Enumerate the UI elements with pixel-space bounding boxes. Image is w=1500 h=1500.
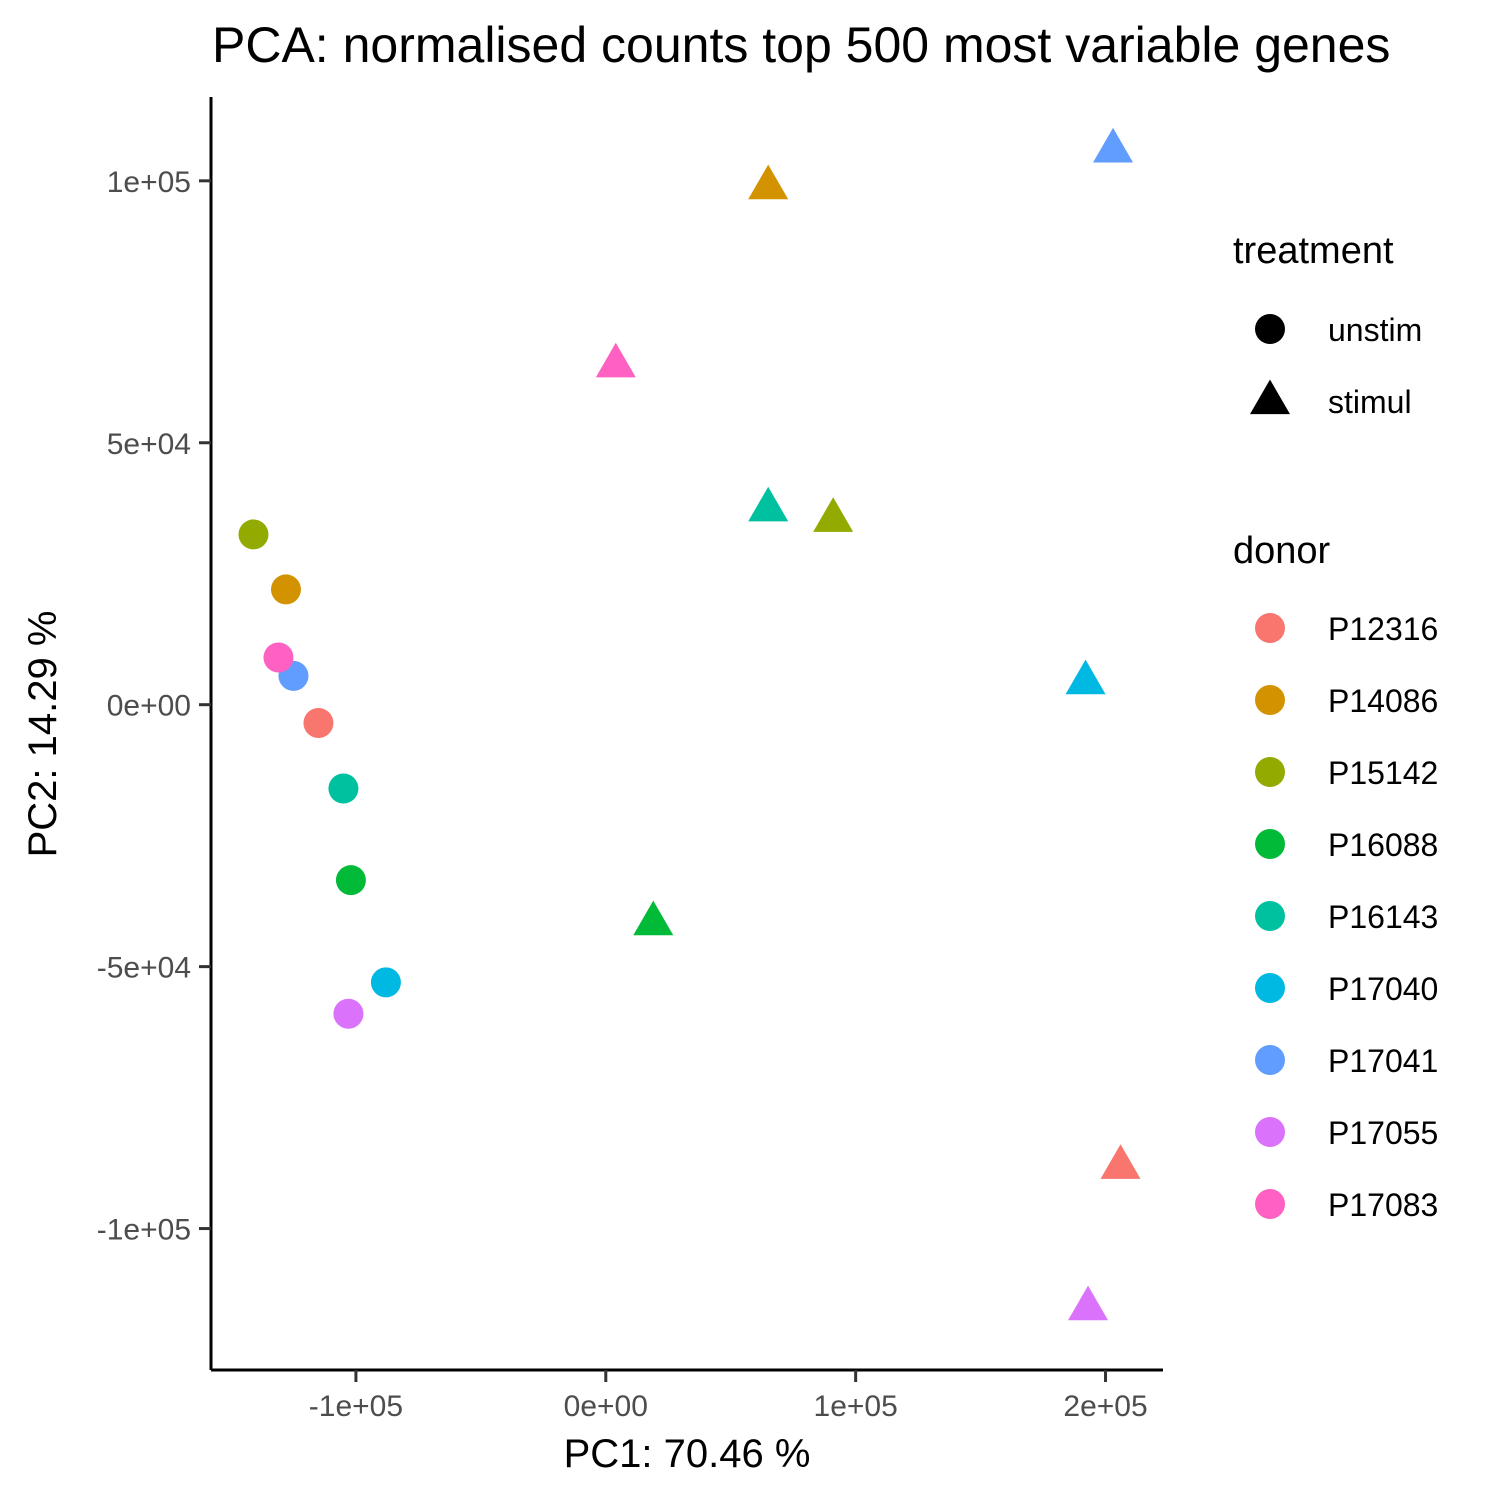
- legend-donor-entries: P12316 P14086 P15142 P16088 P16143 P17040 P170…: [1255, 611, 1438, 1223]
- legend-swatch-P17040: [1255, 973, 1285, 1003]
- legend-label-P17083: P17083: [1328, 1187, 1438, 1223]
- legend-swatch-P16088: [1255, 829, 1285, 859]
- point-P15142-unstim: [238, 519, 269, 550]
- point-P12316-stimul: [1100, 1144, 1141, 1179]
- y-tick-label: 1e+05: [107, 166, 191, 199]
- point-P16088-stimul: [633, 900, 674, 936]
- y-tick-label: 5e+04: [107, 428, 191, 461]
- legend-label-P16088: P16088: [1328, 827, 1438, 863]
- legend-swatch-P15142: [1255, 757, 1285, 787]
- legend-treatment-entries: unstim stimul: [1250, 312, 1422, 420]
- legend-circle-icon: [1255, 314, 1285, 344]
- legend-title-donor: donor: [1233, 530, 1331, 572]
- point-P17041-stimul: [1093, 127, 1134, 163]
- point-P12316-unstim: [303, 708, 334, 739]
- legend-label-P14086: P14086: [1328, 683, 1438, 719]
- x-tick-label: 2e+05: [1063, 1390, 1147, 1423]
- legend-swatch-P17083: [1255, 1189, 1285, 1219]
- legend-label-P17055: P17055: [1328, 1115, 1438, 1151]
- plot-area: -1e+05 0e+00 1e+05 2e+05 1e+05 5e+04 0e+00 -5e…: [97, 97, 1163, 1423]
- point-P16143-stimul: [748, 486, 789, 522]
- point-P17040-stimul: [1065, 659, 1106, 695]
- x-axis-ticks: -1e+05 0e+00 1e+05 2e+05: [309, 1370, 1148, 1423]
- point-P14086-unstim: [270, 574, 301, 605]
- legend-title-treatment: treatment: [1233, 230, 1394, 272]
- y-tick-label: 0e+00: [107, 690, 191, 723]
- y-axis-ticks: 1e+05 5e+04 0e+00 -5e+04 -1e+05: [97, 166, 211, 1247]
- legend-label-stimul: stimul: [1328, 384, 1412, 420]
- point-P17040-unstim: [370, 967, 401, 998]
- point-P17083-unstim: [263, 642, 294, 673]
- legend-swatch-P14086: [1255, 685, 1285, 715]
- point-P16143-unstim: [328, 773, 359, 804]
- legend-label-P16143: P16143: [1328, 899, 1438, 935]
- legend-triangle-icon: [1250, 379, 1290, 415]
- legend-swatch-P17041: [1255, 1045, 1285, 1075]
- legend-label-P17040: P17040: [1328, 971, 1438, 1007]
- point-P16088-unstim: [335, 865, 366, 896]
- legend-swatch-P16143: [1255, 901, 1285, 931]
- legend: treatment unstim stimul donor P12316 P1408…: [1233, 230, 1438, 1223]
- legend-label-P15142: P15142: [1328, 755, 1438, 791]
- legend-swatch-P17055: [1255, 1117, 1285, 1147]
- point-P17083-stimul: [595, 342, 636, 378]
- data-points: [238, 127, 1141, 1321]
- x-tick-label: -1e+05: [309, 1390, 403, 1423]
- y-tick-label: -1e+05: [97, 1214, 191, 1247]
- point-P17055-unstim: [333, 998, 364, 1029]
- point-P15142-stimul: [813, 497, 854, 532]
- y-axis-title: PC2: 14.29 %: [21, 611, 65, 858]
- legend-label-P12316: P12316: [1328, 611, 1438, 647]
- legend-swatch-P12316: [1255, 613, 1285, 643]
- chart-title: PCA: normalised counts top 500 most vari…: [212, 17, 1390, 73]
- legend-label-P17041: P17041: [1328, 1043, 1438, 1079]
- legend-label-unstim: unstim: [1328, 312, 1422, 348]
- x-axis-title: PC1: 70.46 %: [564, 1432, 811, 1476]
- y-tick-label: -5e+04: [97, 952, 191, 985]
- point-P14086-stimul: [748, 164, 789, 200]
- point-P17055-stimul: [1068, 1285, 1109, 1321]
- x-tick-label: 0e+00: [564, 1390, 648, 1423]
- x-tick-label: 1e+05: [814, 1390, 898, 1423]
